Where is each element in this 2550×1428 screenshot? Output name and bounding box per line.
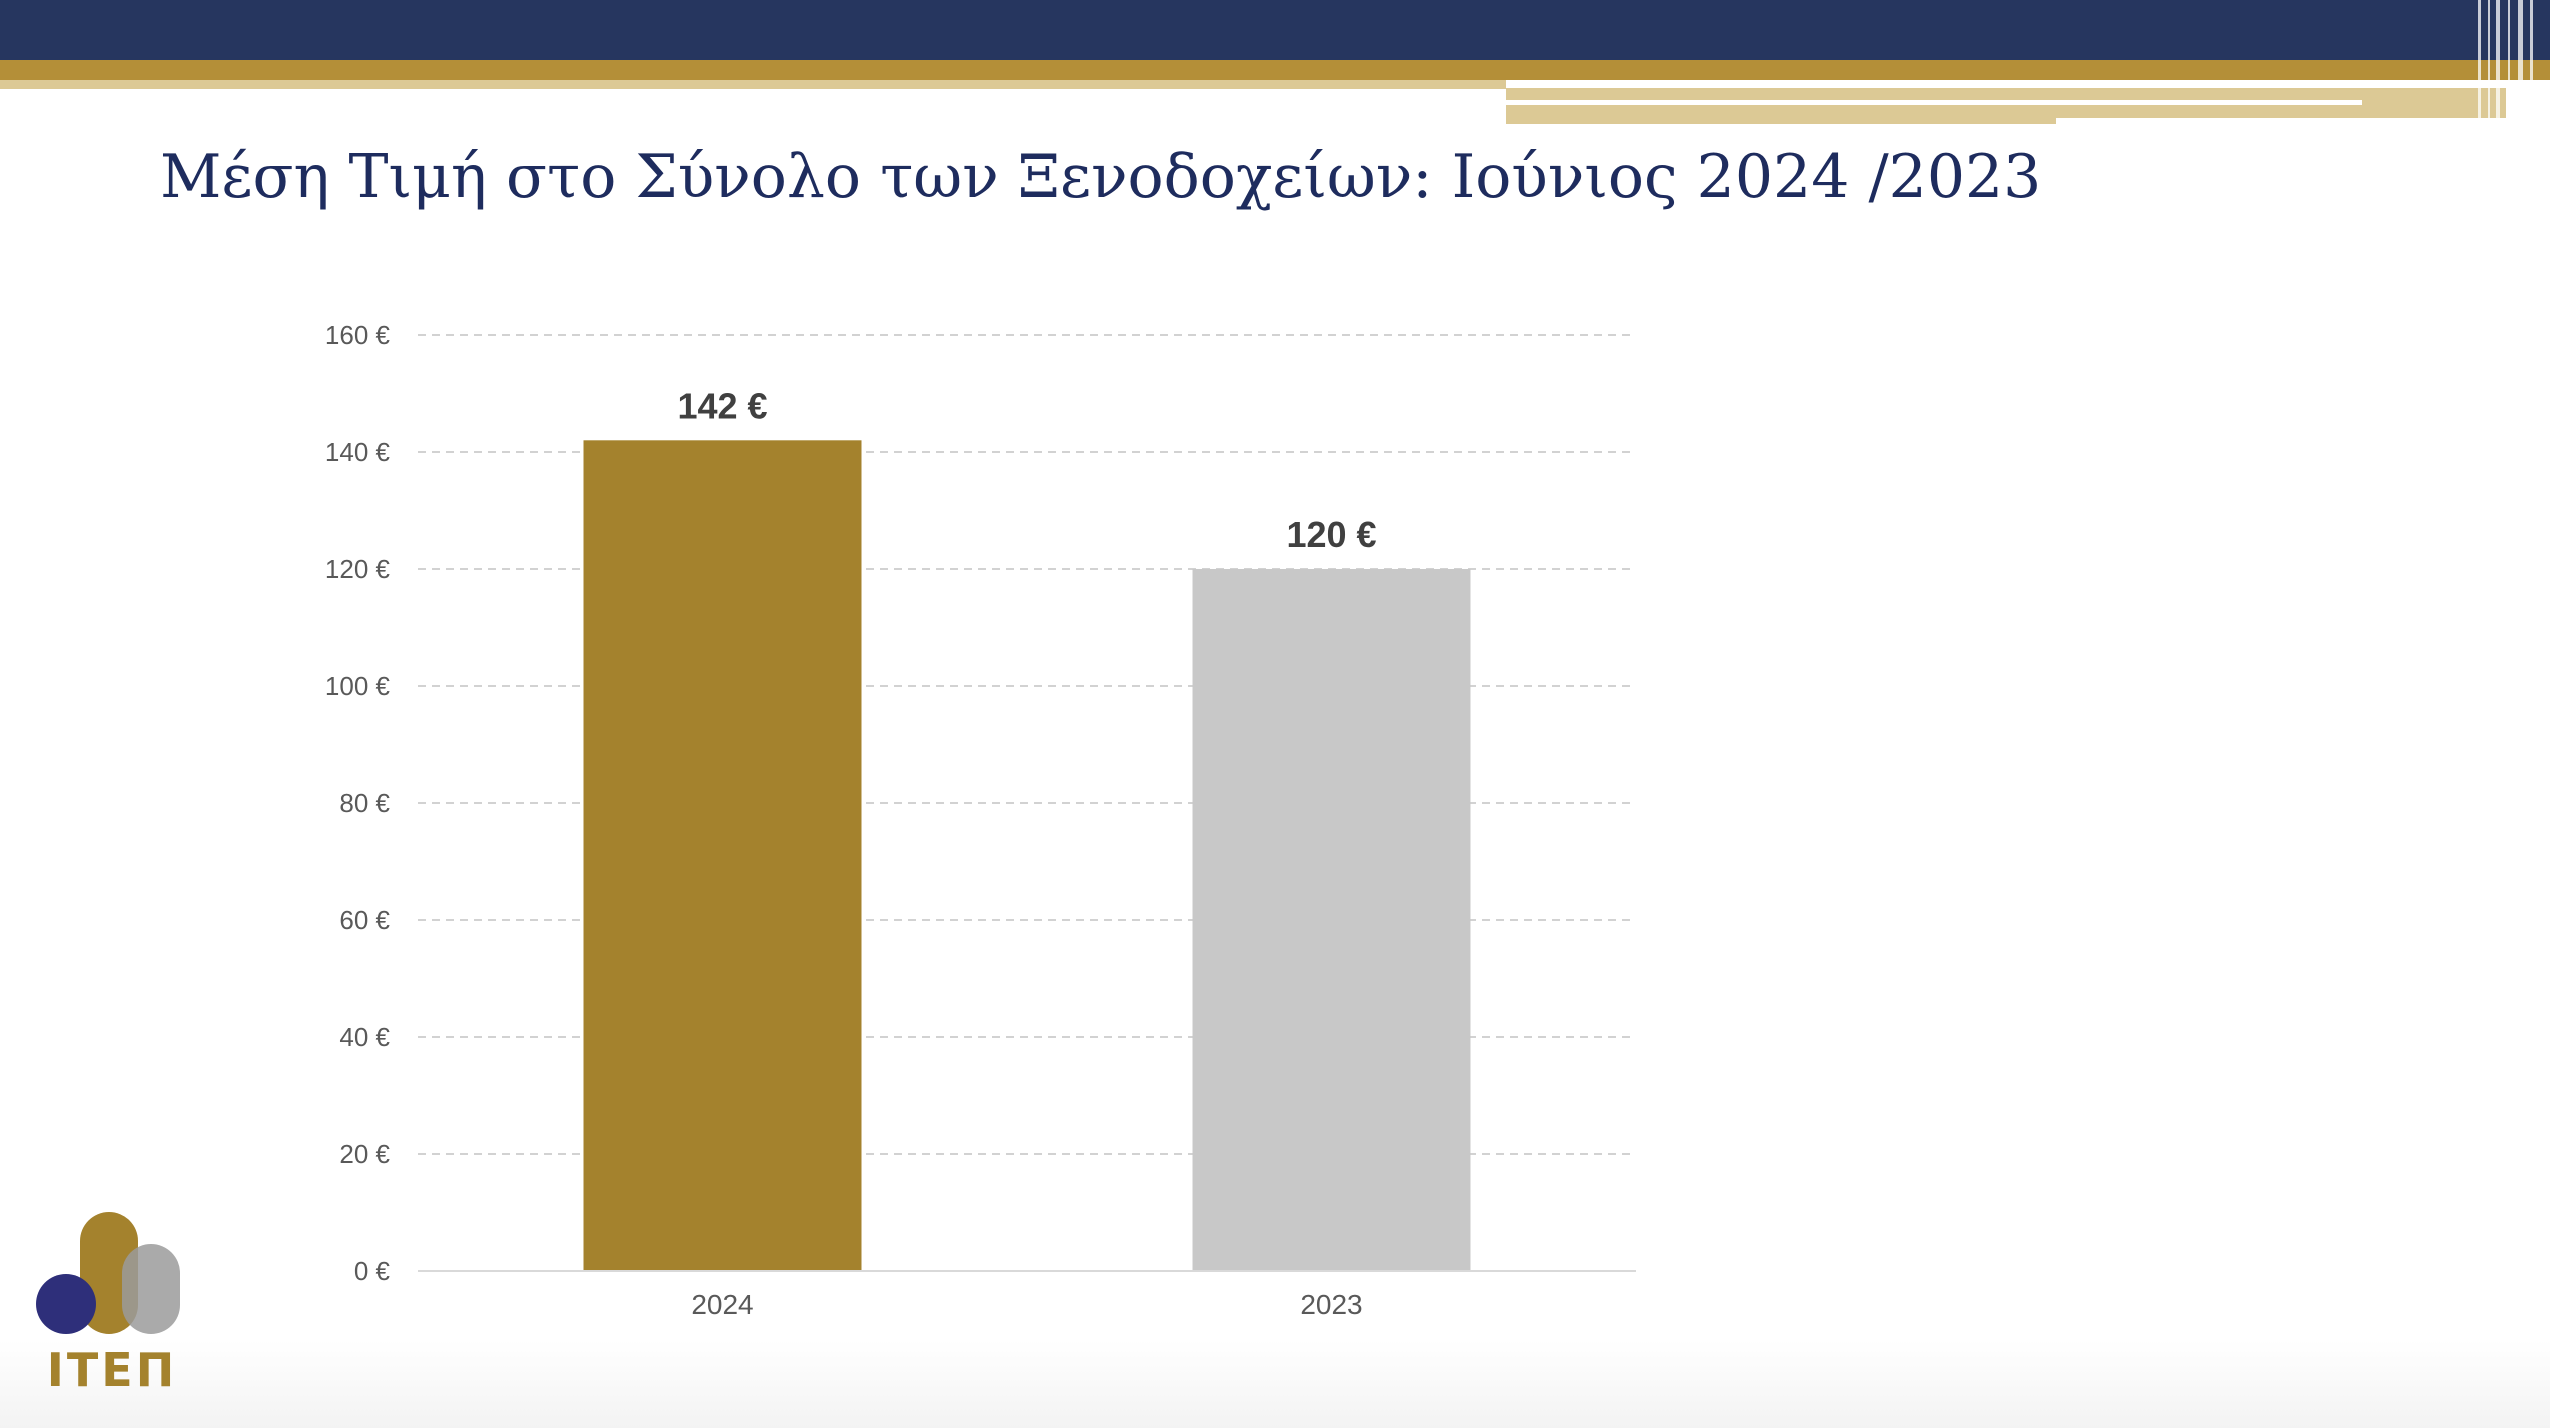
header-navy-band bbox=[0, 0, 2550, 60]
header-stripe bbox=[2518, 0, 2523, 124]
x-tick-label: 2024 bbox=[691, 1289, 753, 1320]
y-tick-label: 60 € bbox=[339, 905, 390, 935]
header-white-gap bbox=[2056, 118, 2506, 124]
header-stripe bbox=[2478, 0, 2481, 124]
x-axis-ticks: 2024 2023 bbox=[691, 1289, 1362, 1320]
y-axis-ticks: 0 € 20 € 40 € 60 € 80 € 100 € 120 € 140 € 160 € bbox=[325, 320, 391, 1286]
y-tick-label: 20 € bbox=[339, 1139, 390, 1169]
header-stripe bbox=[2530, 0, 2533, 124]
y-tick-label: 140 € bbox=[325, 437, 391, 467]
data-label: 142 € bbox=[677, 385, 767, 426]
header-stripe bbox=[2488, 0, 2490, 124]
bar-2024 bbox=[583, 440, 862, 1271]
header-stripe bbox=[2508, 0, 2510, 124]
y-tick-label: 120 € bbox=[325, 554, 391, 584]
y-tick-label: 0 € bbox=[354, 1256, 391, 1286]
y-tick-label: 80 € bbox=[339, 788, 390, 818]
y-tick-label: 40 € bbox=[339, 1022, 390, 1052]
logo-text: ΙΤΕΠ bbox=[47, 1343, 177, 1397]
bar-2023 bbox=[1192, 569, 1471, 1271]
itep-logo: ΙΤΕΠ bbox=[36, 1212, 180, 1397]
header-stripe bbox=[2496, 0, 2500, 124]
data-label: 120 € bbox=[1286, 514, 1376, 555]
header-cream-band-left bbox=[0, 80, 1506, 89]
chart-bars bbox=[583, 440, 1471, 1271]
logo-gray-shape bbox=[122, 1244, 180, 1334]
y-tick-label: 100 € bbox=[325, 671, 391, 701]
y-tick-label: 160 € bbox=[325, 320, 391, 350]
header-gold-band bbox=[0, 60, 2550, 80]
logo-navy-shape bbox=[36, 1274, 96, 1334]
footer-fade bbox=[0, 1340, 2550, 1428]
data-labels: 142 € 120 € bbox=[677, 385, 1376, 555]
page-title: Μέση Τιμή στο Σύνολο των Ξενοδοχείων: Ιο… bbox=[160, 142, 2042, 212]
header-white-line bbox=[1506, 100, 2362, 105]
x-tick-label: 2023 bbox=[1300, 1289, 1362, 1320]
